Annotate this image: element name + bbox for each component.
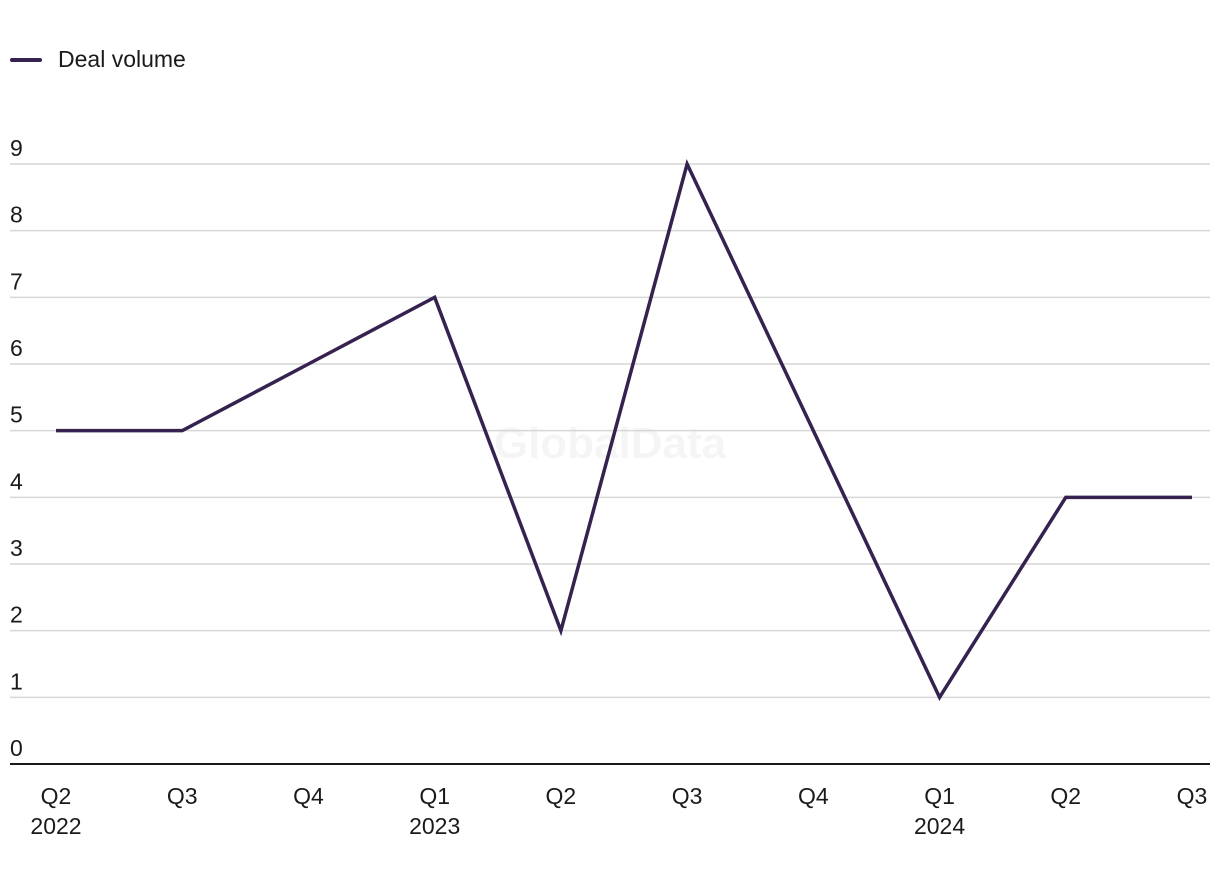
- y-tick-label: 5: [10, 402, 23, 428]
- x-tick-year-label: 2022: [30, 813, 81, 839]
- x-tick-label: Q1: [924, 783, 955, 809]
- x-tick-label: Q2: [546, 783, 577, 809]
- legend-swatch: [10, 57, 42, 62]
- x-tick-label: Q2: [41, 783, 72, 809]
- x-tick-label: Q3: [167, 783, 198, 809]
- y-tick-label: 6: [10, 335, 23, 361]
- x-tick-label: Q3: [672, 783, 703, 809]
- legend-label-deal-volume: Deal volume: [58, 46, 186, 72]
- y-tick-label: 2: [10, 602, 23, 628]
- x-tick-year-label: 2024: [914, 813, 965, 839]
- x-tick-label: Q2: [1050, 783, 1081, 809]
- y-tick-label: 3: [10, 535, 23, 561]
- x-tick-year-label: 2023: [409, 813, 460, 839]
- y-tick-label: 7: [10, 268, 23, 294]
- x-tick-label: Q4: [798, 783, 829, 809]
- series-line-deal-volume: [56, 158, 1192, 701]
- y-tick-label: 0: [10, 735, 23, 761]
- y-tick-label: 1: [10, 668, 23, 694]
- x-tick-label: Q4: [293, 783, 324, 809]
- y-tick-label: 4: [10, 468, 23, 494]
- legend: Deal volume: [10, 46, 186, 73]
- y-tick-label: 9: [10, 135, 23, 161]
- y-tick-label: 8: [10, 202, 23, 228]
- x-tick-label: Q3: [1177, 783, 1208, 809]
- x-tick-label: Q1: [419, 783, 450, 809]
